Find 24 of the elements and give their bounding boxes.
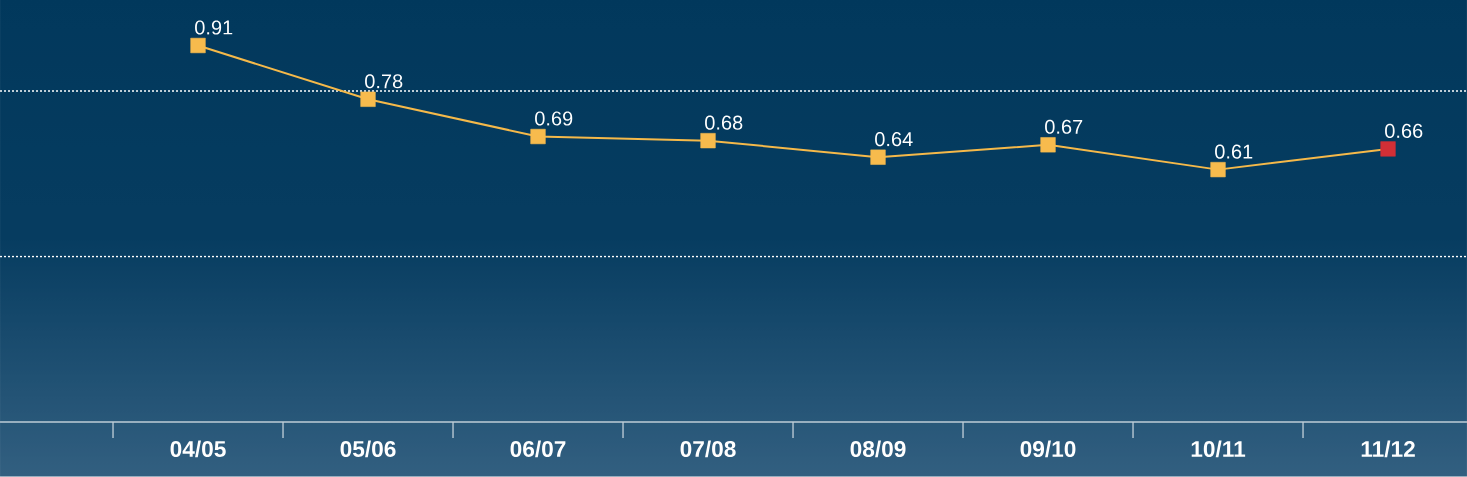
point [190, 37, 206, 54]
point [1380, 141, 1396, 157]
point [700, 133, 716, 149]
point [360, 91, 376, 107]
x-tick-label: 08/09 [850, 440, 906, 458]
data-label: 0.69 [535, 111, 573, 126]
point [530, 128, 546, 145]
x-tick-label: 06/07 [510, 440, 566, 458]
data-label: 0.68 [705, 115, 743, 130]
x-tick-label: 05/06 [340, 440, 396, 458]
data-label: 0.64 [875, 132, 913, 147]
data-label: 0.67 [1045, 119, 1083, 134]
data-label: 0.78 [365, 74, 403, 89]
point [1210, 162, 1226, 178]
x-tick-label: 09/10 [1020, 440, 1076, 458]
data-label: 0.61 [1215, 144, 1253, 159]
point [1040, 137, 1056, 153]
x-tick-label: 07/08 [680, 440, 736, 458]
x-tick-label: 10/11 [1191, 440, 1246, 458]
data-label: 0.91 [195, 20, 233, 35]
data-label: 0.66 [1385, 123, 1423, 138]
x-tick-label: 11/12 [1361, 440, 1415, 458]
point [870, 149, 886, 165]
x-tick-label: 04/05 [170, 440, 226, 458]
